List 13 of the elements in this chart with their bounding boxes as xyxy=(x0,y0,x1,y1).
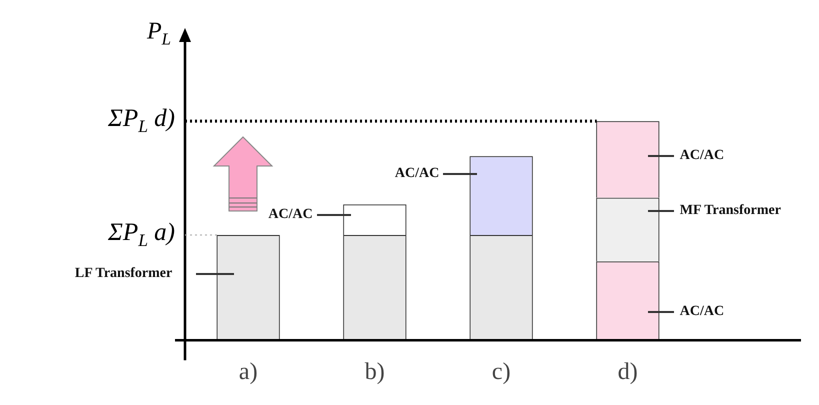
text: AC/AC xyxy=(680,148,724,164)
text: AC/AC xyxy=(680,304,724,320)
y-axis-title: P$_{L}$ xyxy=(147,18,172,50)
annotation: AC/AC xyxy=(268,207,313,224)
text: MF Transformer xyxy=(680,202,781,219)
text: LF Transformer xyxy=(74,266,172,282)
x-tick-label: b) xyxy=(364,358,385,385)
ref-line-label: ΣP$_{L}$ a) xyxy=(108,219,175,252)
x-tick-label: a) xyxy=(238,358,258,385)
ref-line-label: ΣP$_{L}$ d) xyxy=(108,105,175,138)
x-tick-label: c) xyxy=(492,358,511,385)
annotation: AC/AC xyxy=(394,166,440,182)
x-tick-label: d) xyxy=(618,358,638,385)
